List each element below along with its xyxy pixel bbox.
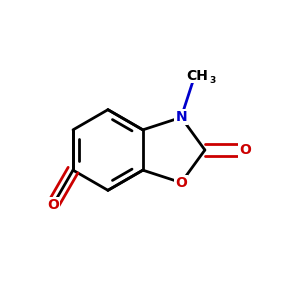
Text: O: O [47,198,59,212]
Text: O: O [239,143,251,157]
Text: 3: 3 [209,76,215,85]
Text: CH: CH [187,68,208,83]
Text: N: N [176,110,187,124]
Text: O: O [175,176,187,190]
